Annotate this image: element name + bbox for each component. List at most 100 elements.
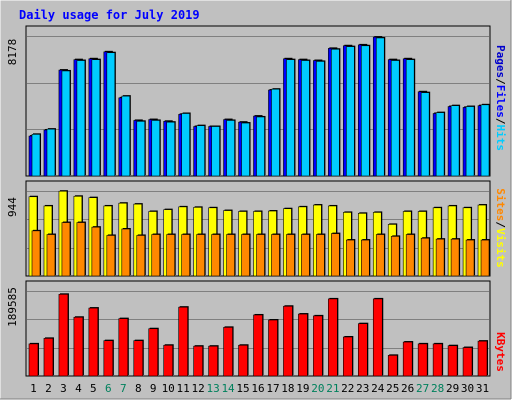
bar-kbytes-day-18 [283,305,293,377]
x-tick-label: 21 [326,382,339,395]
bar-kbytes-day-19 [298,313,308,377]
bar-kbytes-day-10 [163,344,174,377]
bar-hits-day-13 [211,126,220,177]
legend-item: Sites [494,188,507,221]
bar-sites-day-27 [420,237,430,277]
legend-item: KBytes [494,332,507,372]
bar-hits-day-19 [301,60,310,177]
x-tick-label: 10 [162,382,175,395]
bar-kbytes-day-11 [178,306,188,377]
x-tick-labels: 1 2 3 4 5 6 7 8 9 10 11 12 13 14 15 16 17 18 19 20 21 22 23 24 2… [30,382,489,395]
x-tick-label: 1 [30,382,37,395]
legend-item: Files [494,85,507,118]
bar-hits-day-2 [46,128,56,177]
bar-kbytes-day-16 [253,314,263,377]
bar-sites-day-21 [331,233,340,277]
x-tick-label: 15 [236,382,249,395]
legend-item: Pages [494,45,507,78]
legend-item: / [494,78,507,85]
bar-sites-day-25 [390,236,400,277]
bar-sites-day-6 [106,235,116,277]
bar-hits-day-8 [136,121,146,177]
bar-sites-day-17 [271,234,280,277]
bar-sites-day-3 [61,222,71,277]
bar-hits-day-17 [271,88,280,177]
legend-item: Visits [494,228,507,268]
bar-hits-day-26 [405,59,415,177]
bar-sites-day-24 [375,234,385,277]
bar-kbytes-day-24 [372,298,383,377]
bar-hits-day-31 [480,104,490,177]
bar-hits-day-6 [106,52,116,177]
x-tick-label: 6 [105,382,112,395]
bar-hits-day-4 [76,60,86,177]
bar-sites-day-16 [256,234,265,277]
x-tick-label: 5 [90,382,97,395]
y-max-label-top: 8178 [6,39,19,66]
bar-kbytes-day-3 [58,294,69,377]
bar-sites-day-20 [316,234,325,277]
bar-sites-day-30 [465,239,475,277]
x-tick-label: 16 [251,382,264,395]
bar-kbytes-day-2 [43,338,54,377]
x-tick-label: 22 [341,382,354,395]
bar-hits-day-20 [316,61,325,177]
bar-hits-day-5 [91,59,101,177]
bar-kbytes-day-30 [462,347,473,377]
bar-kbytes-day-8 [133,340,144,377]
legend-bottom: KBytes [494,332,507,372]
bar-kbytes-day-28 [432,343,443,377]
bar-sites-day-7 [121,228,131,277]
bar-kbytes-day-31 [477,340,488,377]
bar-sites-day-4 [76,222,86,277]
bar-kbytes-day-25 [387,355,398,377]
bar-sites-day-9 [151,234,161,277]
legend-top: Pages/Files/Hits [494,45,507,151]
x-tick-label: 26 [401,382,414,395]
bar-hits-day-23 [360,45,370,177]
x-tick-label: 28 [431,382,444,395]
bar-kbytes-day-13 [208,345,218,377]
bar-sites-day-29 [450,238,460,277]
panel-bottom: 189585 [6,280,491,377]
x-tick-label: 8 [135,382,142,395]
bar-kbytes-day-26 [402,341,413,377]
bar-sites-day-5 [91,226,101,277]
legend-item: / [494,221,507,228]
bar-sites-day-11 [181,234,190,277]
bar-kbytes-day-9 [148,328,159,377]
x-tick-label: 13 [206,382,219,395]
bar-hits-day-27 [420,92,430,177]
bar-sites-day-1 [31,230,41,277]
bar-hits-day-3 [61,70,71,177]
bar-hits-day-11 [181,113,190,177]
chart-title: Daily usage for July 2019 [19,8,200,22]
bar-hits-day-28 [435,112,445,177]
x-tick-label: 4 [75,382,82,395]
bar-sites-day-12 [196,234,205,277]
x-tick-label: 11 [177,382,190,395]
x-tick-label: 27 [416,382,429,395]
panel-middle: 944 [6,180,491,277]
x-tick-label: 9 [150,382,157,395]
bar-kbytes-day-7 [118,318,129,377]
bar-sites-day-22 [346,239,355,277]
x-tick-label: 18 [281,382,294,395]
x-tick-label: 2 [45,382,52,395]
legend-item: Hits [494,125,507,152]
bar-kbytes-day-6 [103,340,114,377]
bar-sites-day-28 [435,238,445,277]
bar-kbytes-day-22 [343,336,353,377]
x-tick-label: 23 [356,382,369,395]
bar-kbytes-day-5 [88,307,99,377]
x-tick-label: 19 [296,382,309,395]
bar-hits-day-9 [151,120,161,177]
y-max-label-bottom: 189585 [6,287,19,327]
bar-kbytes-day-21 [328,298,338,377]
bar-hits-day-10 [166,121,176,177]
bar-hits-day-14 [226,120,235,177]
bar-sites-day-26 [405,234,415,277]
bar-hits-day-15 [241,122,250,177]
x-tick-label: 17 [266,382,279,395]
